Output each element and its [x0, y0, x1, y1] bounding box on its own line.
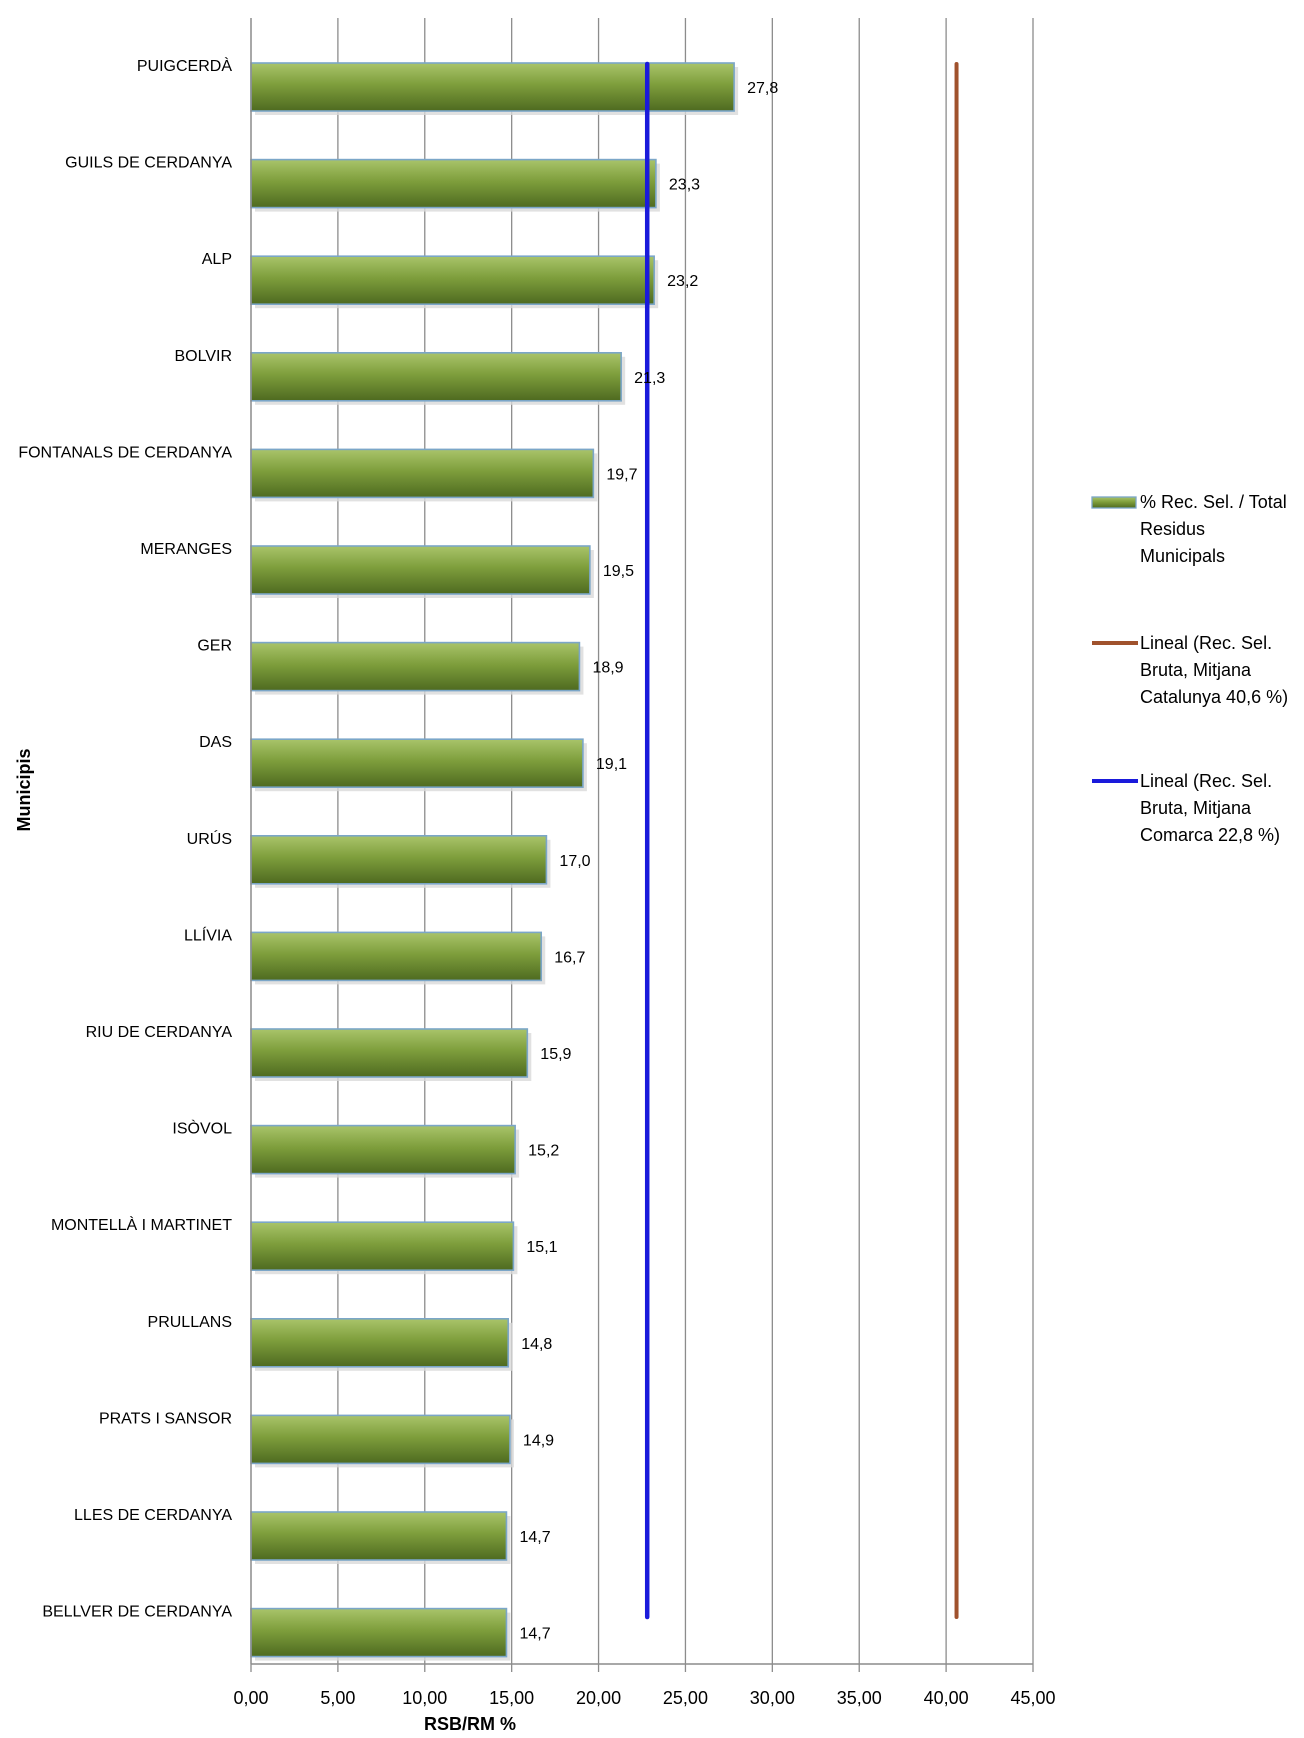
- category-label: ISÒVOL: [172, 1119, 232, 1138]
- bar: [250, 738, 584, 789]
- x-tick-label: 45,00: [1010, 1688, 1055, 1708]
- bar: [250, 1414, 511, 1465]
- data-label: 19,5: [603, 563, 634, 580]
- data-label: 14,9: [523, 1432, 554, 1449]
- bar: [250, 834, 548, 885]
- bars-layer: [250, 62, 739, 1661]
- legend-label: Residus: [1140, 519, 1205, 539]
- category-label: PUIGCERDÀ: [137, 56, 232, 75]
- x-tick-label: 30,00: [750, 1688, 795, 1708]
- legend-label: Lineal (Rec. Sel.: [1140, 771, 1272, 791]
- data-label: 15,2: [528, 1143, 559, 1160]
- category-label: ALP: [202, 251, 232, 268]
- data-label: 27,8: [747, 80, 778, 97]
- legend-swatch-bar: [1091, 496, 1137, 509]
- legend-label: Lineal (Rec. Sel.: [1140, 633, 1272, 653]
- x-tick-label: 10,00: [402, 1688, 447, 1708]
- labels-layer: 0,00 5,00 10,00 15,00 20,00 25,00 30,00 35,00 40…: [18, 56, 1055, 1708]
- category-label: FONTANALS DE CERDANYA: [18, 444, 232, 461]
- bar: [250, 1124, 516, 1175]
- data-label: 19,7: [606, 466, 637, 483]
- data-label: 18,9: [592, 660, 623, 677]
- data-label: 14,8: [521, 1336, 552, 1353]
- x-tick-label: 0,00: [233, 1688, 268, 1708]
- bar: [250, 255, 655, 306]
- x-tick-label: 20,00: [576, 1688, 621, 1708]
- legend-label: Comarca 22,8 %): [1140, 825, 1280, 845]
- data-label: 17,0: [559, 853, 590, 870]
- data-label: 23,3: [669, 177, 700, 194]
- category-label: GUILS DE CERDANYA: [65, 155, 232, 172]
- data-label: 15,9: [540, 1046, 571, 1063]
- category-label: GER: [197, 638, 232, 655]
- bar: [250, 545, 591, 595]
- x-axis-title: RSB/RM %: [424, 1714, 516, 1734]
- legend-label: Bruta, Mitjana: [1140, 660, 1252, 680]
- bar: [250, 1607, 508, 1658]
- x-tick-label: 15,00: [489, 1688, 534, 1708]
- data-label: 21,3: [634, 370, 665, 387]
- bar: [250, 641, 581, 692]
- reference-lines-layer: [644, 61, 959, 1620]
- category-label: LLÍVIA: [184, 925, 232, 944]
- category-label: URÚS: [187, 829, 232, 848]
- bar: [250, 1028, 529, 1078]
- legend-label: % Rec. Sel. / Total: [1140, 492, 1287, 512]
- data-label: 19,1: [596, 756, 627, 773]
- bar: [250, 1318, 509, 1368]
- bar: [250, 1511, 508, 1561]
- legend-label: Bruta, Mitjana: [1140, 798, 1252, 818]
- data-label: 14,7: [519, 1529, 550, 1546]
- category-label: BOLVIR: [175, 348, 233, 365]
- data-label: 23,2: [667, 273, 698, 290]
- x-tick-label: 40,00: [924, 1688, 969, 1708]
- category-label: BELLVER DE CERDANYA: [42, 1604, 232, 1621]
- category-label: PRULLANS: [148, 1314, 232, 1331]
- category-label: RIU DE CERDANYA: [86, 1024, 233, 1041]
- category-label: MERANGES: [140, 541, 232, 558]
- data-label: 14,7: [519, 1626, 550, 1643]
- data-label: 15,1: [526, 1239, 557, 1256]
- category-label: PRATS I SANSOR: [99, 1410, 232, 1427]
- category-label: DAS: [199, 734, 232, 751]
- x-tick-label: 25,00: [663, 1688, 708, 1708]
- x-tick-label: 5,00: [320, 1688, 355, 1708]
- bar: [250, 351, 622, 402]
- bar: [250, 931, 543, 982]
- bar: [250, 158, 657, 209]
- legend: % Rec. Sel. / Total Residus Municipals Line…: [1091, 492, 1288, 845]
- x-tick-label: 35,00: [837, 1688, 882, 1708]
- category-label: LLES DE CERDANYA: [74, 1507, 232, 1524]
- legend-label: Catalunya 40,6 %): [1140, 687, 1288, 707]
- category-label: MONTELLÀ I MARTINET: [51, 1215, 232, 1234]
- y-axis-title: Municipis: [14, 748, 34, 831]
- data-label: 16,7: [554, 949, 585, 966]
- bar: [250, 1221, 515, 1271]
- legend-label: Municipals: [1140, 546, 1225, 566]
- bar: [250, 62, 735, 112]
- axis-layer: [250, 18, 1034, 1672]
- bar: [250, 448, 595, 499]
